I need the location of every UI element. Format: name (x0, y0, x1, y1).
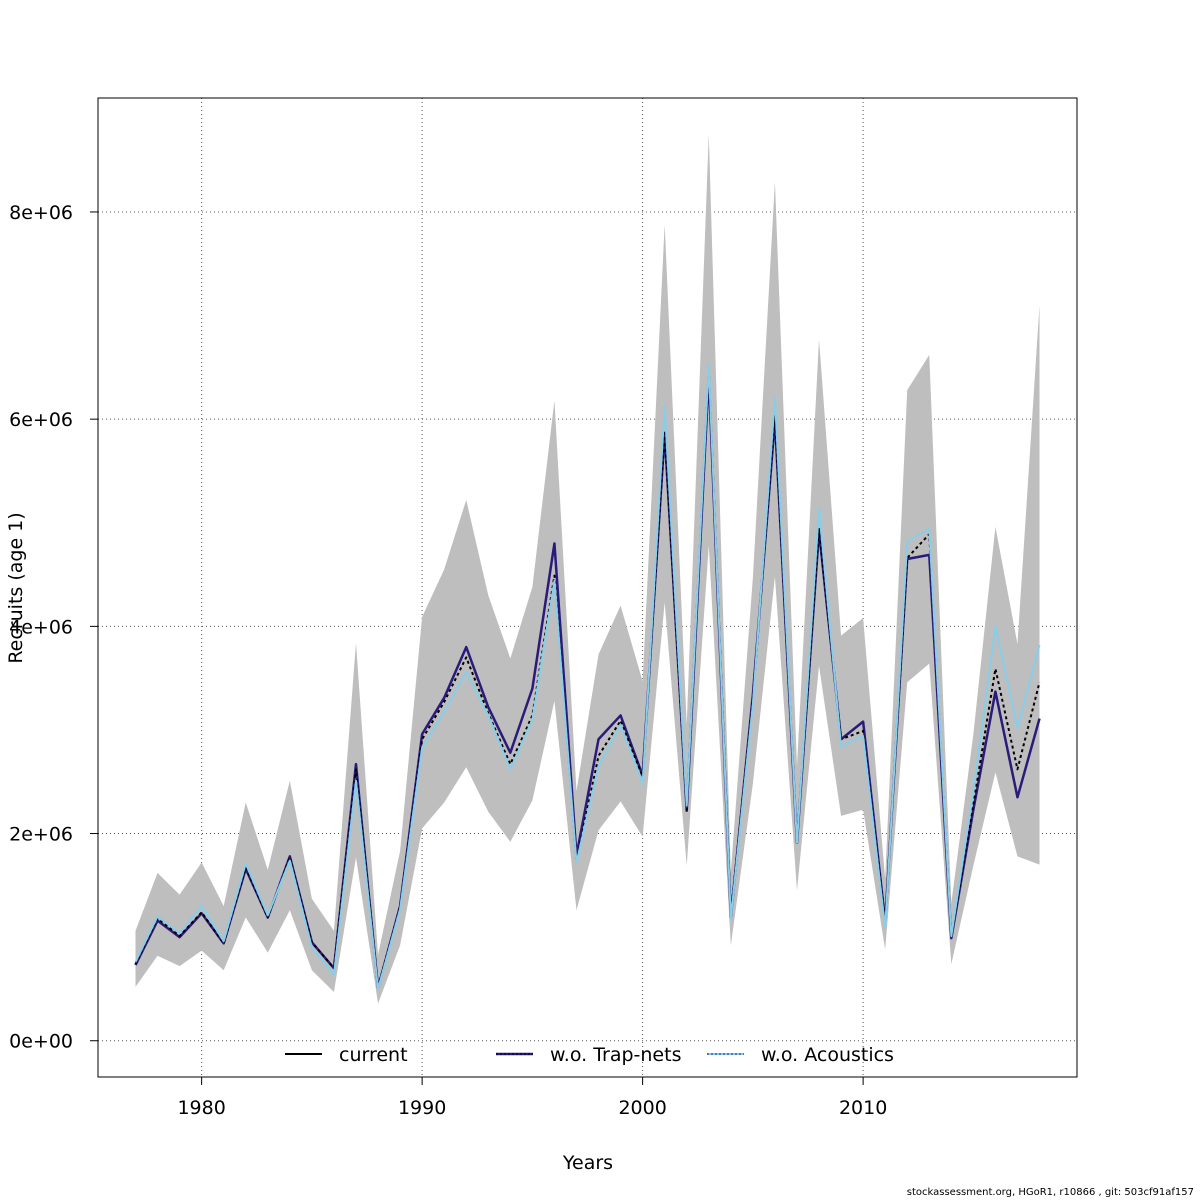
legend: current w.o. Trap-nets w.o. Acoustics (285, 1044, 894, 1066)
y-tick-label: 0e+00 (9, 1031, 73, 1053)
legend-label: current (339, 1044, 408, 1066)
axis-layer: 1980 1990 2000 2010 0e+00 2e+06 4e+06 6e+06 8e+0… (9, 202, 887, 1119)
footer-credit: stockassessment.org, HGoR1, r10866 , git… (906, 1187, 1194, 1198)
confidence-band-layer (135, 134, 1040, 1004)
y-axis-title: Recruits (age 1) (5, 512, 27, 663)
x-tick-label: 1990 (398, 1097, 446, 1119)
series-layer (134, 363, 1041, 990)
x-tick-label: 1980 (177, 1097, 225, 1119)
x-axis-title: Years (562, 1152, 613, 1174)
y-tick-label: 2e+06 (9, 824, 73, 846)
plot-frame (97, 97, 1078, 1078)
y-tick-label: 4e+06 (9, 616, 73, 638)
x-tick-label: 2000 (618, 1097, 666, 1119)
y-tick-label: 8e+06 (9, 202, 73, 224)
x-tick-label: 2010 (839, 1097, 887, 1119)
y-tick-label: 6e+06 (9, 409, 73, 431)
legend-label: w.o. Acoustics (761, 1044, 894, 1066)
confidence-band (135, 134, 1040, 1004)
series-line-w-o-acoustics (134, 363, 1041, 990)
legend-label: w.o. Trap-nets (550, 1044, 681, 1066)
